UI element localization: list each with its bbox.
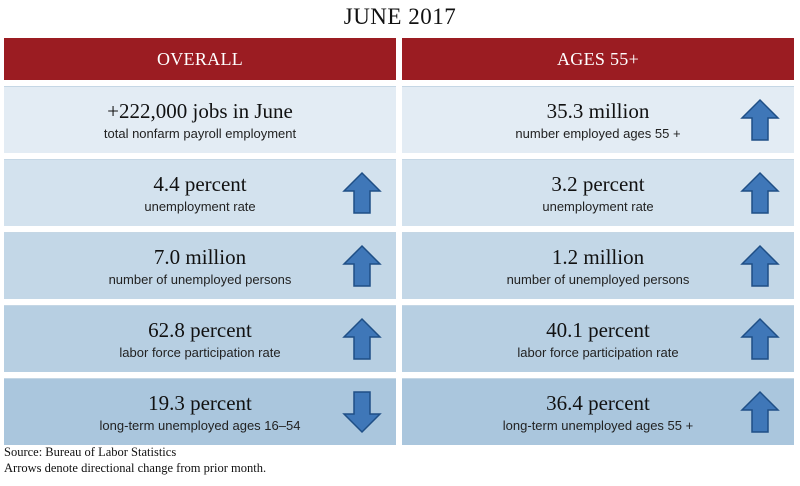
overall-row-unemployment-rate: 4.4 percent unemployment rate	[4, 159, 396, 226]
arrow-up-icon	[740, 171, 780, 214]
arrow-down-icon	[342, 391, 382, 434]
overall-column: OVERALL +222,000 jobs in June total nonf…	[4, 38, 396, 445]
source-note: Source: Bureau of Labor Statistics	[4, 445, 177, 459]
stat-description: number of unemployed persons	[506, 271, 690, 287]
ages-55-row-long-term-unemployed: 36.4 percent long-term unemployed ages 5…	[402, 378, 794, 445]
arrow-up-icon	[740, 244, 780, 287]
arrow-up-icon	[740, 98, 780, 141]
page-title: JUNE 2017	[343, 4, 457, 29]
ages-55-row-employed: 35.3 million number employed ages 55 +	[402, 86, 794, 153]
stat-description: labor force participation rate	[119, 344, 281, 360]
arrow-up-icon	[342, 171, 382, 214]
stat-description: unemployment rate	[144, 198, 256, 214]
arrow-up-icon	[740, 317, 780, 360]
overall-header: OVERALL	[4, 38, 396, 80]
stat-value: 7.0 million	[153, 244, 247, 269]
footer-notes: Source: Bureau of Labor Statistics Arrow…	[4, 444, 266, 476]
arrow-up-icon	[342, 317, 382, 360]
stat-value: 36.4 percent	[546, 390, 650, 415]
stat-value: 40.1 percent	[546, 317, 650, 342]
overall-row-participation-rate: 62.8 percent labor force participation r…	[4, 305, 396, 372]
arrow-up-icon	[740, 390, 780, 433]
stat-description: unemployment rate	[542, 198, 654, 214]
ages-55-row-unemployment-rate: 3.2 percent unemployment rate	[402, 159, 794, 226]
ages-55-row-unemployed-persons: 1.2 million number of unemployed persons	[402, 232, 794, 299]
overall-row-payroll: +222,000 jobs in June total nonfarm payr…	[4, 86, 396, 153]
stat-description: labor force participation rate	[517, 344, 679, 360]
arrow-legend-note: Arrows denote directional change from pr…	[4, 461, 267, 475]
stat-value: 19.3 percent	[148, 390, 252, 415]
stat-description: number of unemployed persons	[108, 271, 292, 287]
ages-55-column: AGES 55+ 35.3 million number employed ag…	[402, 38, 794, 445]
ages-55-header: AGES 55+	[402, 38, 794, 80]
stat-description: long-term unemployed ages 16–54	[99, 417, 301, 433]
stat-value: 35.3 million	[546, 98, 650, 123]
stat-description: number employed ages 55 +	[515, 125, 681, 141]
arrow-up-icon	[342, 244, 382, 287]
stat-value: 4.4 percent	[153, 171, 247, 196]
stat-value: 3.2 percent	[551, 171, 645, 196]
stat-description: total nonfarm payroll employment	[103, 125, 297, 141]
stat-value: +222,000 jobs in June	[107, 98, 293, 123]
overall-row-unemployed-persons: 7.0 million number of unemployed persons	[4, 232, 396, 299]
stat-value: 62.8 percent	[148, 317, 252, 342]
stat-description: long-term unemployed ages 55 +	[502, 417, 694, 433]
ages-55-row-participation-rate: 40.1 percent labor force participation r…	[402, 305, 794, 372]
stat-value: 1.2 million	[551, 244, 645, 269]
overall-row-long-term-unemployed: 19.3 percent long-term unemployed ages 1…	[4, 378, 396, 445]
